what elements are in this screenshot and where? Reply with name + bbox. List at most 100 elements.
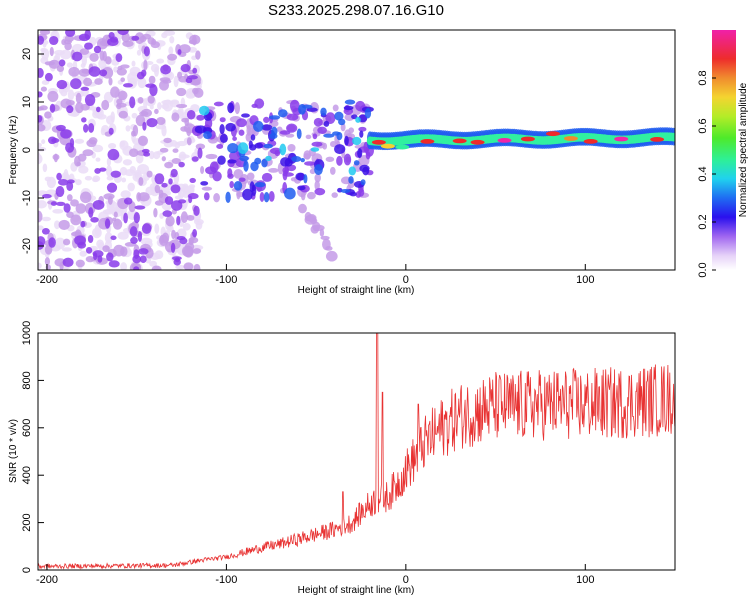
heatmap-cell bbox=[70, 78, 82, 90]
heatmap-cell bbox=[154, 250, 164, 260]
heatmap-cell bbox=[650, 137, 665, 142]
heatmap-cell bbox=[323, 133, 335, 138]
heatmap-cell bbox=[118, 110, 128, 119]
heatmap-cell bbox=[358, 126, 367, 132]
heatmap-cell bbox=[106, 182, 118, 193]
heatmap-cell bbox=[583, 139, 598, 144]
snr-y-label: SNR (10 * v/v) bbox=[8, 419, 19, 483]
heatmap-cell bbox=[44, 176, 52, 182]
snr-ytick-label: 600 bbox=[21, 419, 33, 437]
heatmap-cell bbox=[325, 112, 336, 124]
heatmap-cell bbox=[282, 170, 288, 181]
heatmap-cell bbox=[42, 163, 48, 173]
heatmap-cell bbox=[193, 263, 201, 270]
heatmap-cell bbox=[343, 153, 352, 166]
heatmap-cell bbox=[140, 237, 153, 245]
heatmap-cell bbox=[212, 171, 222, 182]
heatmap-cell bbox=[100, 128, 106, 136]
heatmap-cell bbox=[123, 212, 128, 224]
heatmap-cell bbox=[161, 156, 166, 162]
heatmap-cell bbox=[304, 214, 317, 225]
heatmap-cell bbox=[310, 147, 320, 152]
heatmap-cell bbox=[83, 123, 89, 133]
heatmap-cell bbox=[65, 30, 76, 37]
heatmap-cell bbox=[104, 218, 111, 229]
colorbar-tick-label: 0.4 bbox=[697, 166, 709, 181]
spectrogram-y-label: Frequency (Hz) bbox=[8, 116, 19, 185]
heatmap-cell bbox=[261, 124, 273, 131]
snr-frame bbox=[37, 332, 676, 571]
heatmap-cell bbox=[38, 124, 46, 132]
heatmap-cell bbox=[75, 203, 87, 214]
spectrogram-heatmap bbox=[38, 30, 675, 270]
heatmap-cell bbox=[38, 200, 48, 209]
heatmap-cell bbox=[170, 184, 181, 194]
snr-xtick-label: -100 bbox=[215, 574, 237, 586]
snr-plot-area bbox=[38, 333, 675, 570]
heatmap-cell bbox=[219, 117, 226, 123]
heatmap-cell bbox=[55, 185, 65, 198]
heatmap-cell bbox=[191, 156, 199, 162]
heatmap-cell bbox=[334, 144, 346, 155]
heatmap-cell bbox=[286, 123, 298, 133]
heatmap-cell bbox=[147, 95, 155, 104]
heatmap-cell bbox=[108, 260, 120, 268]
spectrogram-xtick-label: -100 bbox=[215, 274, 237, 286]
heatmap-cell bbox=[186, 137, 192, 146]
heatmap-cell bbox=[172, 148, 179, 153]
heatmap-cell bbox=[159, 147, 169, 153]
heatmap-cell bbox=[187, 193, 199, 200]
heatmap-cell bbox=[96, 106, 101, 113]
heatmap-cell bbox=[80, 220, 86, 228]
heatmap-cell bbox=[189, 177, 196, 183]
snr-series-line bbox=[38, 333, 675, 570]
heatmap-cell bbox=[146, 170, 153, 178]
snr-xtick-label: -200 bbox=[36, 574, 58, 586]
spectrogram-xtick-label: 100 bbox=[576, 274, 594, 286]
heatmap-cell bbox=[125, 125, 131, 132]
heatmap-cell bbox=[229, 180, 235, 189]
heatmap-cell bbox=[131, 130, 136, 137]
heatmap-cell bbox=[287, 144, 296, 152]
heatmap-cell bbox=[320, 107, 327, 116]
heatmap-cell bbox=[261, 172, 273, 182]
spectrogram-y-axis: -20 -10 0 10 20 bbox=[21, 48, 44, 254]
heatmap-cell bbox=[268, 190, 275, 202]
heatmap-cell bbox=[102, 245, 110, 253]
heatmap-cell bbox=[364, 108, 372, 119]
heatmap-cell bbox=[49, 46, 54, 57]
heatmap-cell bbox=[64, 42, 72, 51]
heatmap-cell bbox=[355, 116, 361, 123]
heatmap-cell bbox=[66, 181, 74, 192]
heatmap-cell bbox=[263, 191, 270, 203]
heatmap-cell bbox=[106, 175, 114, 181]
heatmap-cell bbox=[168, 46, 174, 55]
heatmap-cell bbox=[201, 186, 213, 191]
heatmap-cell bbox=[176, 87, 187, 97]
heatmap-cell bbox=[143, 59, 148, 71]
heatmap-cell bbox=[243, 160, 249, 172]
heatmap-cell bbox=[160, 64, 171, 75]
heatmap-cell bbox=[145, 186, 156, 196]
heatmap-cell bbox=[38, 35, 45, 45]
heatmap-cell bbox=[63, 203, 71, 213]
heatmap-cell bbox=[112, 218, 123, 230]
heatmap-cell bbox=[85, 246, 93, 254]
heatmap-cell bbox=[156, 116, 166, 126]
snr-xtick-label: 100 bbox=[576, 574, 594, 586]
heatmap-cell bbox=[38, 146, 47, 152]
heatmap-cell bbox=[92, 144, 104, 153]
heatmap-cell bbox=[196, 114, 205, 121]
heatmap-cell bbox=[238, 177, 246, 182]
heatmap-cell bbox=[131, 112, 138, 119]
heatmap-cell bbox=[138, 248, 149, 255]
heatmap-cell bbox=[227, 143, 239, 154]
heatmap-cell bbox=[296, 128, 302, 140]
heatmap-cell bbox=[117, 30, 129, 36]
heatmap-cell bbox=[149, 104, 154, 110]
heatmap-cell bbox=[89, 106, 99, 111]
heatmap-cell bbox=[134, 205, 146, 210]
heatmap-cell bbox=[90, 216, 99, 223]
heatmap-cell bbox=[139, 35, 147, 43]
heatmap-cell bbox=[84, 42, 93, 50]
